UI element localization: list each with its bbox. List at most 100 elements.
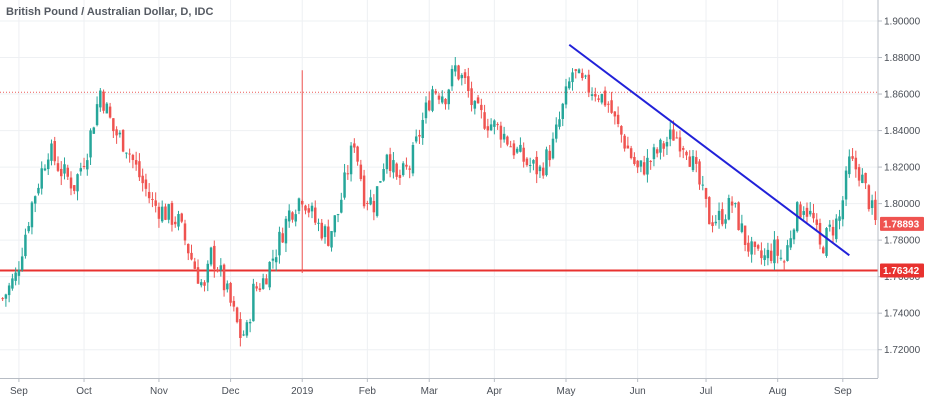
- candle-body: [112, 118, 115, 132]
- time-axis[interactable]: Sep Oct Nov Dec 2019 Feb Mar Apr May Jun Jul Aug Sep: [10, 378, 852, 397]
- candle-body: [7, 285, 11, 296]
- candle-body: [66, 167, 69, 177]
- candle-body: [454, 65, 457, 72]
- candle-body: [519, 144, 522, 152]
- candle-body: [437, 95, 441, 100]
- price-tick-label: 1.72000: [884, 345, 921, 356]
- candle-body: [17, 269, 21, 276]
- candle-body: [27, 226, 30, 232]
- candle-body: [248, 322, 252, 324]
- candle-body: [431, 89, 434, 111]
- candle-body: [789, 238, 792, 248]
- candle-body: [750, 241, 753, 255]
- time-tick-label: Oct: [76, 386, 92, 397]
- candle-body: [545, 149, 548, 176]
- candle-body: [704, 188, 708, 199]
- candle-body: [463, 72, 467, 79]
- candle-body: [506, 136, 509, 145]
- candle-body: [668, 129, 672, 140]
- candle-body: [792, 229, 796, 240]
- candle-body: [405, 164, 408, 167]
- candle-body: [154, 200, 157, 206]
- price-badge: [880, 216, 924, 231]
- candle-body: [89, 130, 92, 158]
- candle-body: [291, 212, 294, 220]
- candle-body: [411, 144, 415, 174]
- candle-body: [196, 267, 200, 284]
- candle-body: [564, 86, 568, 105]
- candle-body: [525, 158, 529, 166]
- candle-body: [346, 173, 350, 175]
- candle-body: [620, 126, 623, 135]
- candle-body: [395, 163, 398, 177]
- candle-body: [382, 169, 385, 181]
- candle-body: [102, 91, 105, 111]
- candle-body: [541, 167, 545, 176]
- candle-body: [131, 154, 135, 161]
- candle-body: [258, 288, 262, 291]
- candle-body: [69, 177, 73, 189]
- candle-body: [763, 255, 766, 261]
- candle-body: [252, 283, 255, 322]
- candle-body: [597, 98, 600, 100]
- candle-body: [317, 222, 320, 224]
- price-tick-label: 1.74000: [884, 309, 921, 320]
- candle-body: [450, 68, 454, 87]
- candle-body: [851, 156, 854, 159]
- candle-body: [727, 198, 731, 220]
- candle-body: [167, 204, 170, 220]
- candle-body: [408, 168, 411, 170]
- candle-body: [708, 197, 711, 225]
- candle-body: [499, 125, 503, 140]
- candle-body: [848, 156, 851, 175]
- candle-body: [226, 283, 229, 290]
- candle-body: [652, 147, 656, 160]
- candle-body: [493, 120, 496, 127]
- candle-body: [756, 245, 760, 249]
- candle-body: [496, 124, 499, 126]
- candle-body: [134, 160, 138, 165]
- candle-body: [515, 148, 519, 153]
- candle-body: [483, 112, 486, 129]
- candle-body: [874, 199, 877, 221]
- candle-body: [4, 294, 8, 299]
- candle-body: [379, 181, 382, 183]
- candle-body: [92, 127, 96, 134]
- candle-body: [802, 211, 805, 215]
- price-axis[interactable]: 1.90000 1.88000 1.86000 1.84000 1.82000 1.800…: [878, 17, 921, 357]
- candle-body: [128, 153, 131, 155]
- candle-body: [271, 258, 275, 261]
- candle-body: [512, 143, 516, 156]
- candle-body: [864, 172, 867, 184]
- candle-body: [577, 69, 581, 74]
- candle-body: [79, 168, 83, 172]
- candle-body: [655, 149, 659, 154]
- candle-body: [535, 156, 538, 175]
- candle-body: [274, 257, 278, 263]
- candle-body: [265, 278, 268, 285]
- candle-body: [105, 103, 109, 114]
- candle-body: [281, 233, 284, 243]
- candle-body: [232, 300, 236, 307]
- candle-body: [427, 100, 431, 111]
- candle-body: [333, 215, 337, 233]
- candle-body: [434, 91, 437, 94]
- chart-title: British Pound / Australian Dollar, D, ID…: [6, 6, 213, 18]
- candle-body: [822, 247, 825, 254]
- candle-body: [561, 103, 564, 119]
- candle-body: [307, 208, 310, 213]
- candle-body: [574, 69, 578, 71]
- candle-body: [385, 154, 389, 170]
- candle-body: [828, 224, 832, 227]
- candle-body: [835, 218, 838, 240]
- candle-body: [60, 168, 63, 177]
- time-tick-label: May: [557, 386, 576, 397]
- candle-body: [773, 239, 776, 264]
- candle-body: [11, 278, 14, 289]
- candlestick-series: [1, 57, 877, 347]
- candle-body: [486, 126, 490, 131]
- candle-body: [665, 142, 669, 147]
- candle-body: [82, 165, 86, 167]
- time-tick-label: Nov: [150, 386, 168, 397]
